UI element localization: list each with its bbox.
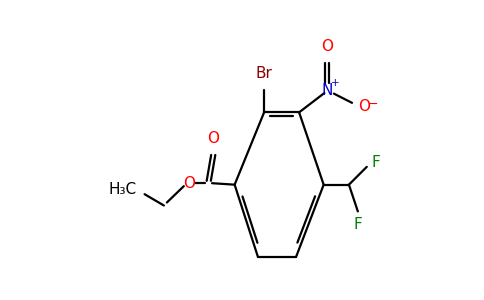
Text: O: O — [321, 39, 333, 54]
Text: +: + — [332, 78, 340, 88]
Text: N: N — [322, 82, 333, 98]
Text: O: O — [183, 176, 195, 191]
Text: F: F — [353, 218, 362, 232]
Text: H₃C: H₃C — [108, 182, 136, 197]
Text: F: F — [371, 155, 380, 170]
Text: Br: Br — [256, 66, 272, 81]
Text: −: − — [367, 98, 378, 110]
Text: O: O — [359, 99, 371, 114]
Text: O: O — [207, 131, 219, 146]
